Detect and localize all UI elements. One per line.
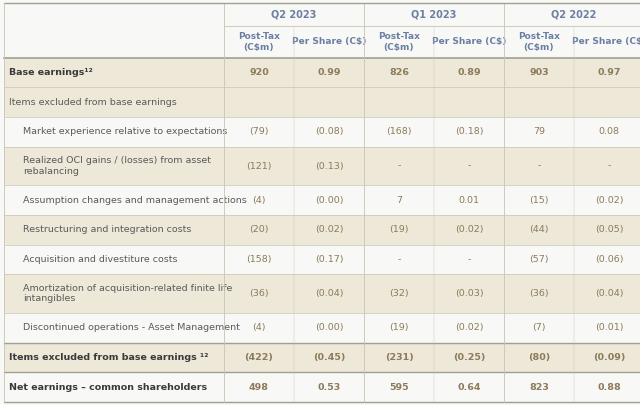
Text: (0.00): (0.00) <box>315 324 343 333</box>
Text: 823: 823 <box>529 383 549 392</box>
Text: 903: 903 <box>529 68 549 77</box>
Text: (0.17): (0.17) <box>315 255 343 264</box>
Text: (0.02): (0.02) <box>595 196 623 205</box>
Text: (44): (44) <box>529 225 548 234</box>
Text: (121): (121) <box>246 162 272 171</box>
Text: Discontinued operations - Asset Management: Discontinued operations - Asset Manageme… <box>23 324 240 333</box>
Text: 0.64: 0.64 <box>457 383 481 392</box>
Text: (231): (231) <box>385 353 413 362</box>
Text: 0.08: 0.08 <box>598 127 620 136</box>
Text: 595: 595 <box>389 383 409 392</box>
Text: Per Share (C$): Per Share (C$) <box>292 37 366 46</box>
Text: (0.09): (0.09) <box>593 353 625 362</box>
Text: (0.02): (0.02) <box>315 225 343 234</box>
Text: (0.03): (0.03) <box>454 289 483 298</box>
Text: (168): (168) <box>387 127 412 136</box>
Text: Amortization of acquisition-related finite life
intangibles: Amortization of acquisition-related fini… <box>23 284 232 303</box>
Bar <box>4 245 640 274</box>
Text: Q2 2022: Q2 2022 <box>551 9 596 19</box>
Text: Acquisition and divestiture costs: Acquisition and divestiture costs <box>23 255 177 264</box>
Text: (19): (19) <box>389 324 409 333</box>
Text: 920: 920 <box>249 68 269 77</box>
Text: (0.06): (0.06) <box>595 255 623 264</box>
Text: (422): (422) <box>244 353 273 362</box>
Text: (4): (4) <box>252 196 266 205</box>
Text: -: - <box>467 162 470 171</box>
Text: 0.89: 0.89 <box>457 68 481 77</box>
Bar <box>4 372 640 402</box>
Text: Realized OCI gains / (losses) from asset
rebalancing: Realized OCI gains / (losses) from asset… <box>23 156 211 176</box>
Text: (32): (32) <box>389 289 409 298</box>
Text: Assumption changes and management actions: Assumption changes and management action… <box>23 196 247 205</box>
Text: Per Share (C$): Per Share (C$) <box>572 37 640 46</box>
Text: Net earnings – common shareholders: Net earnings – common shareholders <box>9 383 207 392</box>
Text: 0.97: 0.97 <box>597 68 621 77</box>
Bar <box>4 215 640 245</box>
Bar <box>4 274 640 313</box>
Text: (0.01): (0.01) <box>595 324 623 333</box>
Text: Q2 2023: Q2 2023 <box>271 9 317 19</box>
Text: (36): (36) <box>529 289 549 298</box>
Text: Items excluded from base earnings: Items excluded from base earnings <box>9 98 177 107</box>
Bar <box>4 147 640 185</box>
Text: Post-Tax
(C$m): Post-Tax (C$m) <box>238 32 280 51</box>
Bar <box>4 185 640 215</box>
Text: 7: 7 <box>396 196 402 205</box>
Text: (0.02): (0.02) <box>455 324 483 333</box>
Text: (15): (15) <box>529 196 548 205</box>
Text: 0.99: 0.99 <box>317 68 340 77</box>
Text: (0.08): (0.08) <box>315 127 343 136</box>
Text: (0.04): (0.04) <box>595 289 623 298</box>
Text: (79): (79) <box>249 127 269 136</box>
Bar <box>4 117 640 147</box>
Text: 826: 826 <box>389 68 409 77</box>
Text: 0.88: 0.88 <box>597 383 621 392</box>
Text: Post-Tax
(C$m): Post-Tax (C$m) <box>518 32 560 51</box>
Text: Base earnings¹²: Base earnings¹² <box>9 68 93 77</box>
Text: 0.53: 0.53 <box>317 383 340 392</box>
Text: -: - <box>607 162 611 171</box>
Text: 498: 498 <box>249 383 269 392</box>
Text: Per Share (C$): Per Share (C$) <box>432 37 506 46</box>
Bar <box>4 87 640 117</box>
Text: (0.04): (0.04) <box>315 289 343 298</box>
Text: Q1 2023: Q1 2023 <box>412 9 457 19</box>
Text: (0.45): (0.45) <box>313 353 345 362</box>
Text: (4): (4) <box>252 324 266 333</box>
Bar <box>4 343 640 372</box>
Text: Restructuring and integration costs: Restructuring and integration costs <box>23 225 191 234</box>
Text: -: - <box>467 255 470 264</box>
Text: (0.02): (0.02) <box>455 225 483 234</box>
Text: (19): (19) <box>389 225 409 234</box>
Text: (20): (20) <box>249 225 269 234</box>
Text: -: - <box>538 162 541 171</box>
Bar <box>4 313 640 343</box>
Text: (0.13): (0.13) <box>315 162 343 171</box>
Text: -: - <box>397 162 401 171</box>
Text: (80): (80) <box>528 353 550 362</box>
Text: (7): (7) <box>532 324 546 333</box>
Text: (57): (57) <box>529 255 548 264</box>
Text: 0.01: 0.01 <box>458 196 479 205</box>
Text: (0.25): (0.25) <box>453 353 485 362</box>
Text: (0.00): (0.00) <box>315 196 343 205</box>
Text: (0.05): (0.05) <box>595 225 623 234</box>
Text: (158): (158) <box>246 255 272 264</box>
Text: Post-Tax
(C$m): Post-Tax (C$m) <box>378 32 420 51</box>
Text: (36): (36) <box>249 289 269 298</box>
Text: Items excluded from base earnings ¹²: Items excluded from base earnings ¹² <box>9 353 209 362</box>
Text: 79: 79 <box>533 127 545 136</box>
Text: (0.18): (0.18) <box>455 127 483 136</box>
Bar <box>4 58 640 87</box>
Text: Market experience relative to expectations: Market experience relative to expectatio… <box>23 127 227 136</box>
Text: -: - <box>397 255 401 264</box>
